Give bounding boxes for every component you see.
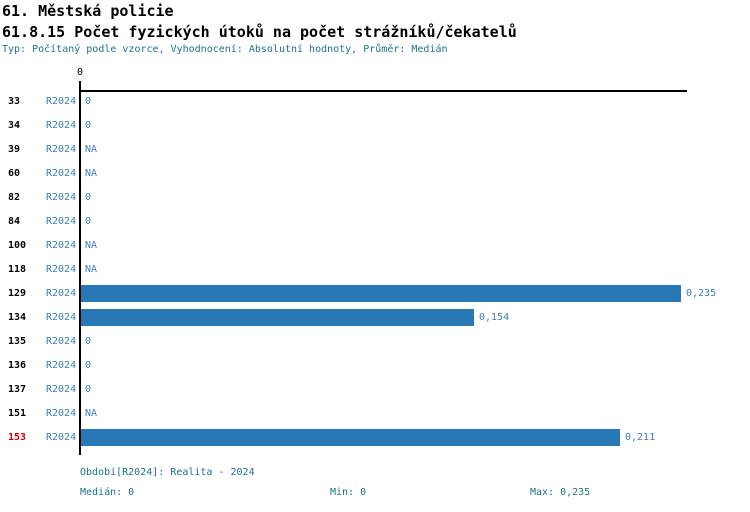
chart-row: 118 R2024 NA	[0, 257, 750, 281]
row-series-label: R2024	[46, 144, 77, 155]
page-title: 61. Městská policie	[2, 2, 174, 20]
chart-row: 135 R2024 0	[0, 329, 750, 353]
bar-value-label: 0,235	[686, 288, 717, 299]
chart-row: 153 R2024 0,211	[0, 425, 750, 449]
row-value-label: 0	[85, 360, 92, 371]
row-series-label: R2024	[46, 288, 77, 299]
row-value-label: 0	[85, 384, 92, 395]
row-series-label: R2024	[46, 216, 77, 227]
chart-row: 100 R2024 NA	[0, 233, 750, 257]
row-series-label: R2024	[46, 408, 77, 419]
row-series-label: R2024	[46, 120, 77, 131]
bar-value-label: 0,154	[479, 312, 510, 323]
bar	[81, 309, 474, 326]
row-value-label: NA	[85, 264, 98, 275]
row-category-label: 118	[8, 264, 27, 275]
footer-min: Min: 0	[330, 487, 367, 498]
row-series-label: R2024	[46, 360, 77, 371]
row-value-label: 0	[85, 336, 92, 347]
row-category-label: 137	[8, 384, 27, 395]
row-category-label: 60	[8, 168, 21, 179]
chart-row: 60 R2024 NA	[0, 161, 750, 185]
row-series-label: R2024	[46, 96, 77, 107]
chart-row: 84 R2024 0	[0, 209, 750, 233]
bar	[81, 285, 681, 302]
row-category-label: 34	[8, 120, 21, 131]
row-category-label: 39	[8, 144, 21, 155]
row-category-label: 82	[8, 192, 21, 203]
chart-row: 151 R2024 NA	[0, 401, 750, 425]
footer-max: Max: 0,235	[530, 487, 591, 498]
row-category-label: 134	[8, 312, 27, 323]
row-value-label: 0	[85, 120, 92, 131]
row-series-label: R2024	[46, 312, 77, 323]
row-series-label: R2024	[46, 168, 77, 179]
row-series-label: R2024	[46, 264, 77, 275]
chart-row: 34 R2024 0	[0, 113, 750, 137]
row-series-label: R2024	[46, 240, 77, 251]
row-value-label: NA	[85, 144, 98, 155]
row-category-label: 151	[8, 408, 27, 419]
row-category-label: 153	[8, 432, 27, 443]
chart-row: 39 R2024 NA	[0, 137, 750, 161]
row-series-label: R2024	[46, 336, 77, 347]
bar	[81, 429, 620, 446]
chart-row: 134 R2024 0,154	[0, 305, 750, 329]
row-value-label: 0	[85, 192, 92, 203]
chart-row: 129 R2024 0,235	[0, 281, 750, 305]
footer-median: Medián: 0	[80, 487, 135, 498]
row-category-label: 100	[8, 240, 27, 251]
row-series-label: R2024	[46, 432, 77, 443]
row-value-label: NA	[85, 168, 98, 179]
row-category-label: 129	[8, 288, 27, 299]
row-value-label: NA	[85, 408, 98, 419]
y-axis-line	[79, 81, 81, 455]
chart-title: 61.8.15 Počet fyzických útoků na počet s…	[2, 23, 517, 41]
chart-row: 82 R2024 0	[0, 185, 750, 209]
row-value-label: NA	[85, 240, 98, 251]
row-series-label: R2024	[46, 384, 77, 395]
chart-row: 137 R2024 0	[0, 377, 750, 401]
chart-row: 136 R2024 0	[0, 353, 750, 377]
row-series-label: R2024	[46, 192, 77, 203]
bar-value-label: 0,211	[625, 432, 656, 443]
row-category-label: 135	[8, 336, 27, 347]
x-axis-line	[79, 90, 687, 92]
row-category-label: 33	[8, 96, 21, 107]
x-axis-tick-zero: 0	[76, 67, 84, 78]
footer-period: Období[R2024]: Realita - 2024	[80, 467, 255, 478]
chart-meta-info: Typ: Počítaný podle vzorce, Vyhodnocení:…	[2, 44, 448, 55]
row-category-label: 84	[8, 216, 21, 227]
row-category-label: 136	[8, 360, 27, 371]
chart-row: 33 R2024 0	[0, 89, 750, 113]
row-value-label: 0	[85, 216, 92, 227]
row-value-label: 0	[85, 96, 92, 107]
